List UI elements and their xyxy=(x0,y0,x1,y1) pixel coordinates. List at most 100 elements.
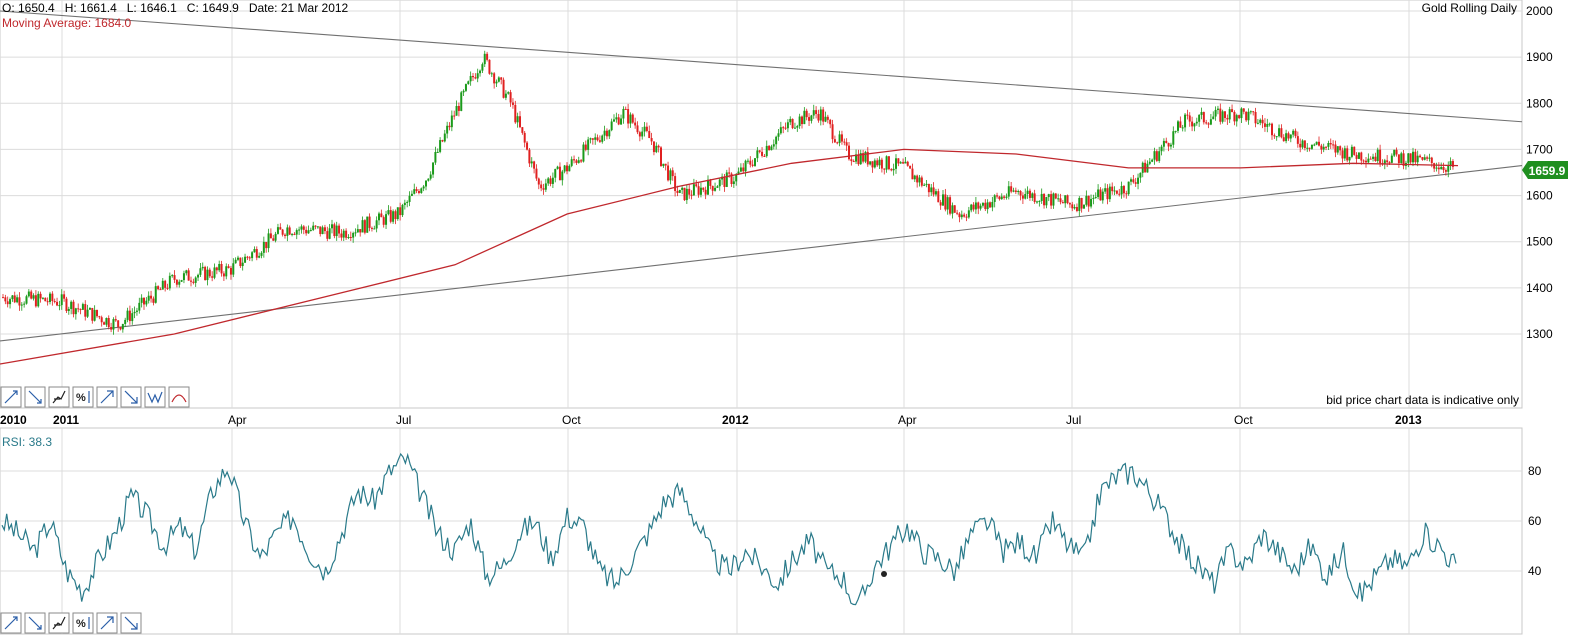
candle-body xyxy=(6,301,9,305)
candle-body xyxy=(382,217,385,225)
candle-body xyxy=(1303,140,1306,149)
candle-body xyxy=(660,147,662,167)
candle-body xyxy=(166,287,169,289)
candle-body xyxy=(225,266,228,277)
candle-body xyxy=(497,77,500,82)
fibonacci-tool[interactable] xyxy=(48,386,70,408)
candle-body xyxy=(464,84,467,91)
up-arrow-tool[interactable] xyxy=(96,612,118,634)
candle-body xyxy=(1437,167,1440,170)
candle-body xyxy=(410,193,413,196)
candle-body xyxy=(1137,177,1140,184)
candle-body xyxy=(688,188,691,195)
percent-tool[interactable]: % xyxy=(72,386,94,408)
candle-body xyxy=(140,297,143,303)
percent-icon: % xyxy=(76,618,86,630)
candle-body xyxy=(394,211,397,220)
candle-body xyxy=(777,133,780,137)
trend-line-tool[interactable] xyxy=(0,612,22,634)
candle-body xyxy=(657,145,660,148)
candle-body xyxy=(1355,154,1358,159)
candle-body xyxy=(1191,121,1194,127)
candle-body xyxy=(1233,111,1236,122)
candle-body xyxy=(833,139,836,143)
candle-body xyxy=(53,301,56,303)
candle-body xyxy=(1320,145,1323,150)
candle-body xyxy=(927,183,930,193)
candle-body xyxy=(516,116,519,123)
candle-body xyxy=(13,295,16,303)
candle-body xyxy=(1169,144,1172,147)
candle-body xyxy=(1353,146,1356,155)
candle-body xyxy=(1313,144,1316,146)
candle-body xyxy=(157,286,160,290)
candle-body xyxy=(1097,189,1100,197)
candle-body xyxy=(558,166,561,181)
candle-body xyxy=(1334,144,1337,153)
candle-body xyxy=(291,233,294,235)
candle-body xyxy=(725,172,728,187)
rsi-panel: 80 60 40 xyxy=(0,427,1542,635)
candle-body xyxy=(568,165,571,172)
candle-body xyxy=(692,184,695,196)
candle-body xyxy=(495,81,498,84)
candle-body xyxy=(502,79,505,98)
fibonacci-icon xyxy=(52,390,66,404)
up-arrow-tool[interactable] xyxy=(96,386,118,408)
candle-body xyxy=(9,299,12,305)
candle-body xyxy=(1400,153,1403,164)
candle-body xyxy=(758,150,761,152)
candle-body xyxy=(589,138,592,140)
candle-body xyxy=(786,122,789,129)
down-trend-tool[interactable] xyxy=(24,386,46,408)
candle-body xyxy=(361,220,364,233)
trendline-2 xyxy=(0,165,1523,342)
candle-body xyxy=(1350,146,1353,157)
down-arrow-tool[interactable] xyxy=(120,386,142,408)
candle-body xyxy=(239,257,242,267)
candle-body xyxy=(1416,155,1419,163)
fibonacci-tool[interactable] xyxy=(48,612,70,634)
trendlines xyxy=(0,10,1523,342)
candle-body xyxy=(1172,131,1175,145)
candle-body xyxy=(1101,191,1104,201)
candle-body xyxy=(1327,143,1330,147)
candle-body xyxy=(711,185,714,191)
candle-body xyxy=(970,204,973,211)
candle-body xyxy=(1285,133,1288,142)
candle-body xyxy=(91,308,94,321)
candle-body xyxy=(1155,151,1158,161)
percent-tool[interactable]: % xyxy=(72,612,94,634)
candle-body xyxy=(697,186,700,195)
down-trend-tool[interactable] xyxy=(24,612,46,634)
candle-body xyxy=(1139,172,1142,178)
rsi-y-tick: 80 xyxy=(1528,464,1542,478)
candle-body xyxy=(728,172,731,174)
trend-line-tool[interactable] xyxy=(0,386,22,408)
candle-body xyxy=(300,226,303,230)
candle-body xyxy=(918,177,921,183)
down-arrow-tool[interactable] xyxy=(120,612,142,634)
candle-body xyxy=(826,116,829,120)
candle-body xyxy=(714,187,717,191)
candle-body xyxy=(1247,111,1250,121)
candle-body xyxy=(1007,186,1010,197)
candle-body xyxy=(925,183,928,185)
candle-body xyxy=(1238,115,1241,119)
candle-body xyxy=(610,121,613,131)
candle-body xyxy=(25,296,28,304)
wave-tool[interactable] xyxy=(144,386,166,408)
candle-body xyxy=(544,183,547,190)
candle-body xyxy=(197,274,200,278)
candle-body xyxy=(1104,188,1107,192)
candle-body xyxy=(946,197,949,210)
candle-body xyxy=(1256,122,1259,124)
candle-body xyxy=(128,310,131,322)
candle-body xyxy=(474,77,477,79)
x-axis-label: 2011 xyxy=(53,413,79,427)
candle-body xyxy=(208,269,211,277)
arc-tool[interactable] xyxy=(168,386,190,408)
candle-body xyxy=(114,319,117,321)
candle-body xyxy=(937,191,940,203)
candle-body xyxy=(556,166,559,169)
